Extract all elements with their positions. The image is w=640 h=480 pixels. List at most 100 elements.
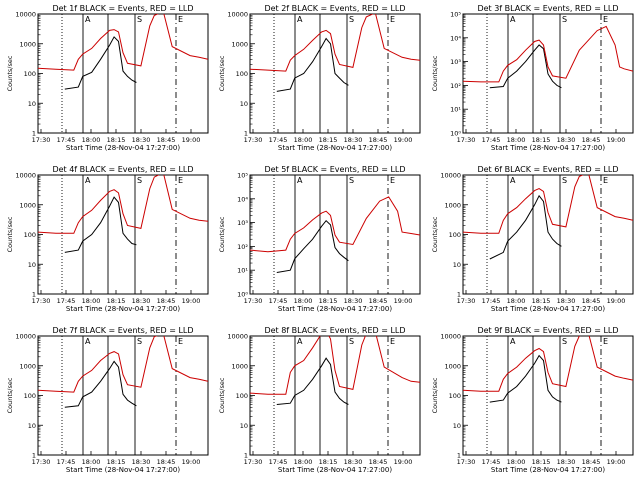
y-tick-label: 10000 <box>440 333 461 341</box>
series-black-line <box>489 194 562 260</box>
series-black-line <box>64 360 137 408</box>
y-tick-label: 100 <box>24 392 36 400</box>
y-tick-label: 10⁴ <box>450 34 461 42</box>
y-tick-label: 10000 <box>15 11 36 19</box>
y-tick-label: 10 <box>453 422 461 430</box>
event-marker-label: E <box>390 337 395 346</box>
y-tick-label: 1000 <box>19 362 36 370</box>
series-black-line <box>64 36 137 90</box>
chart-panel: Det 9f BLACK = Events, RED = LLD Counts/s… <box>431 326 634 474</box>
y-axis-label: Counts/sec <box>218 377 226 413</box>
y-tick-label: 10 <box>28 261 36 269</box>
series-black-line <box>276 357 349 405</box>
event-marker-label: E <box>390 15 395 24</box>
chart-panel: Det 2f BLACK = Events, RED = LLD Counts/s… <box>218 4 421 152</box>
y-tick-label: 1 <box>32 130 36 138</box>
y-tick-label: 10000 <box>440 172 461 180</box>
x-tick-label: 18:30 <box>557 136 576 144</box>
y-axis-label: Counts/sec <box>218 55 226 91</box>
event-marker-label: S <box>137 337 142 346</box>
y-axis-label: Counts/sec <box>6 377 14 413</box>
x-tick-label: 18:45 <box>369 458 388 466</box>
x-tick-label: 18:30 <box>132 136 151 144</box>
y-tick-label: 10000 <box>15 172 36 180</box>
event-marker-label: E <box>390 176 395 185</box>
x-tick-label: 19:00 <box>607 458 626 466</box>
y-tick-label: 10 <box>240 422 248 430</box>
chart-panel: Det 4f BLACK = Events, RED = LLD Counts/s… <box>6 165 209 313</box>
series-red-line <box>463 25 633 83</box>
x-tick-label: 18:00 <box>294 458 313 466</box>
y-tick-label: 1000 <box>19 40 36 48</box>
plot-frame <box>249 335 421 456</box>
event-marker-label: S <box>562 176 567 185</box>
chart-panel: Det 1f BLACK = Events, RED = LLD Counts/s… <box>6 4 209 152</box>
chart-panel: Det 7f BLACK = Events, RED = LLD Counts/s… <box>6 326 209 474</box>
x-tick-label: 19:00 <box>394 297 413 305</box>
x-tick-label: 18:30 <box>132 297 151 305</box>
series-red-line <box>250 14 420 72</box>
y-tick-label: 1000 <box>231 40 248 48</box>
x-tick-label: 18:15 <box>532 136 551 144</box>
y-tick-label: 10000 <box>227 333 248 341</box>
event-marker-label: A <box>85 15 91 24</box>
y-tick-label: 100 <box>449 231 461 239</box>
panel-title: Det 1f BLACK = Events, RED = LLD <box>52 4 193 13</box>
x-axis-label: Start Time (28-Nov-04 17:27:00) <box>66 144 180 152</box>
x-tick-label: 18:15 <box>532 297 551 305</box>
event-marker-label: A <box>510 337 516 346</box>
y-tick-label: 10¹ <box>237 267 248 275</box>
y-tick-label: 10000 <box>15 333 36 341</box>
x-tick-label: 18:00 <box>507 297 526 305</box>
panel-title: Det 8f BLACK = Events, RED = LLD <box>264 326 405 335</box>
x-axis-label: Start Time (28-Nov-04 17:27:00) <box>66 305 180 313</box>
x-axis-label: Start Time (28-Nov-04 17:27:00) <box>278 305 392 313</box>
event-marker-label: E <box>178 176 183 185</box>
y-tick-label: 100 <box>236 392 248 400</box>
panel-title: Det 3f BLACK = Events, RED = LLD <box>477 4 618 13</box>
x-tick-label: 18:15 <box>107 297 126 305</box>
x-tick-label: 18:45 <box>369 136 388 144</box>
y-tick-label: 1 <box>244 130 248 138</box>
x-tick-label: 18:30 <box>557 458 576 466</box>
series-red-line <box>463 336 633 392</box>
event-marker-label: A <box>297 176 303 185</box>
x-tick-label: 18:15 <box>319 297 338 305</box>
plot-frame <box>37 174 209 295</box>
x-tick-label: 18:45 <box>582 458 601 466</box>
x-tick-label: 18:00 <box>294 136 313 144</box>
y-tick-label: 10² <box>237 243 248 251</box>
series-black-line <box>276 37 349 92</box>
y-axis-label: Counts/sec <box>431 55 439 91</box>
y-axis-label: Counts/sec <box>6 55 14 91</box>
y-tick-label: 100 <box>236 70 248 78</box>
y-tick-label: 10⁵ <box>237 172 248 180</box>
y-tick-label: 10 <box>453 261 461 269</box>
x-tick-label: 17:45 <box>57 297 76 305</box>
plot-frame <box>462 335 634 456</box>
x-tick-label: 19:00 <box>394 136 413 144</box>
panel-title: Det 4f BLACK = Events, RED = LLD <box>52 165 193 174</box>
x-tick-label: 17:30 <box>32 297 51 305</box>
x-tick-label: 19:00 <box>182 297 201 305</box>
series-red-line <box>463 175 633 234</box>
y-axis-label: Counts/sec <box>431 377 439 413</box>
series-red-line <box>250 196 420 253</box>
y-tick-label: 10 <box>28 100 36 108</box>
event-marker-label: A <box>85 176 91 185</box>
y-tick-label: 10³ <box>237 219 248 227</box>
x-tick-label: 18:30 <box>132 458 151 466</box>
y-tick-label: 1000 <box>19 201 36 209</box>
x-tick-label: 18:15 <box>532 458 551 466</box>
event-marker-label: A <box>297 15 303 24</box>
series-black-line <box>489 354 562 403</box>
event-marker-label: S <box>562 337 567 346</box>
y-tick-label: 100 <box>24 70 36 78</box>
y-tick-label: 1000 <box>231 362 248 370</box>
x-tick-label: 18:45 <box>582 136 601 144</box>
y-tick-label: 1 <box>32 291 36 299</box>
x-tick-label: 19:00 <box>182 458 201 466</box>
panel-title: Det 9f BLACK = Events, RED = LLD <box>477 326 618 335</box>
event-marker-label: E <box>178 15 183 24</box>
x-tick-label: 18:00 <box>82 136 101 144</box>
